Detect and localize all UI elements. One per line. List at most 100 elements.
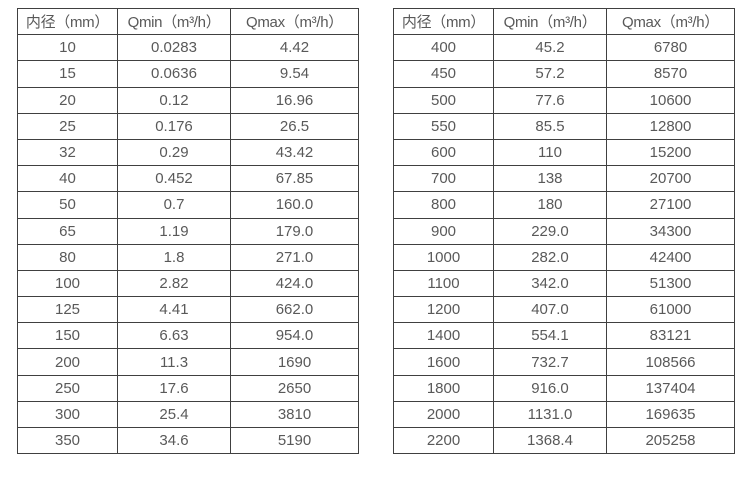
table-cell: 5190 bbox=[230, 426, 359, 455]
table-row: 20 0.12 16.96 bbox=[17, 86, 359, 114]
table-cell: 85.5 bbox=[493, 112, 607, 140]
table-cell: 2000 bbox=[393, 400, 494, 429]
table-cell: 65 bbox=[17, 217, 118, 245]
table-cell: 916.0 bbox=[493, 374, 607, 402]
table-body: 400 45.2 6780 450 57.2 8570 500 77.6 10600 550 85.… bbox=[393, 34, 735, 455]
flow-range-table-small-diameters: 内径（mm） Qmin（m³/h） Qmax（m³/h） 10 0.0283 4.42 1… bbox=[17, 7, 359, 455]
table-cell: 180 bbox=[493, 191, 607, 219]
table-cell: 8570 bbox=[606, 60, 735, 88]
table-cell: 400 bbox=[393, 34, 494, 62]
table-row: 1100 342.0 51300 bbox=[393, 269, 735, 298]
table-row: 200 11.3 1690 bbox=[17, 348, 359, 376]
table-row: 400 45.2 6780 bbox=[393, 34, 735, 62]
table-cell: 25.4 bbox=[117, 400, 231, 429]
table-cell: 3810 bbox=[230, 400, 359, 429]
table-cell: 42400 bbox=[606, 243, 735, 271]
table-cell: 4.42 bbox=[230, 34, 359, 62]
tables-container: 内径（mm） Qmin（m³/h） Qmax（m³/h） 10 0.0283 4.42 1… bbox=[17, 7, 735, 455]
table-cell: 1368.4 bbox=[493, 426, 607, 455]
table-cell: 0.7 bbox=[117, 191, 231, 219]
table-cell: 1.8 bbox=[117, 243, 231, 271]
table-cell: 0.0636 bbox=[117, 60, 231, 88]
table-cell: 169635 bbox=[606, 400, 735, 429]
table-cell: 800 bbox=[393, 191, 494, 219]
table-cell: 300 bbox=[17, 400, 118, 429]
table-cell: 34300 bbox=[606, 217, 735, 245]
table-cell: 554.1 bbox=[493, 322, 607, 350]
table-row: 800 180 27100 bbox=[393, 191, 735, 219]
table-cell: 108566 bbox=[606, 348, 735, 376]
table-row: 1000 282.0 42400 bbox=[393, 243, 735, 271]
table-cell: 15 bbox=[17, 60, 118, 88]
table-cell: 1800 bbox=[393, 374, 494, 402]
table-cell: 32 bbox=[17, 138, 118, 167]
table-cell: 1200 bbox=[393, 296, 494, 324]
table-cell: 179.0 bbox=[230, 217, 359, 245]
table-cell: 271.0 bbox=[230, 243, 359, 271]
table-cell: 45.2 bbox=[493, 34, 607, 62]
table-row: 80 1.8 271.0 bbox=[17, 243, 359, 271]
table-cell: 20 bbox=[17, 86, 118, 114]
table-header-row: 内径（mm） Qmin（m³/h） Qmax（m³/h） bbox=[17, 7, 359, 36]
table-cell: 600 bbox=[393, 138, 494, 167]
table-cell: 2650 bbox=[230, 374, 359, 402]
table-row: 100 2.82 424.0 bbox=[17, 269, 359, 298]
table-row: 2000 1131.0 169635 bbox=[393, 400, 735, 429]
table-cell: 20700 bbox=[606, 165, 735, 193]
table-body: 10 0.0283 4.42 15 0.0636 9.54 20 0.12 16.96 25 0.1… bbox=[17, 34, 359, 455]
table-cell: 1100 bbox=[393, 269, 494, 298]
table-cell: 9.54 bbox=[230, 60, 359, 88]
table-cell: 150 bbox=[17, 322, 118, 350]
table-cell: 250 bbox=[17, 374, 118, 402]
table-row: 1600 732.7 108566 bbox=[393, 348, 735, 376]
table-cell: 34.6 bbox=[117, 426, 231, 455]
table-row: 2200 1368.4 205258 bbox=[393, 426, 735, 455]
table-cell: 6.63 bbox=[117, 322, 231, 350]
table-cell: 4.41 bbox=[117, 296, 231, 324]
table-cell: 662.0 bbox=[230, 296, 359, 324]
table-cell: 67.85 bbox=[230, 165, 359, 193]
table-cell: 25 bbox=[17, 112, 118, 140]
table-cell: 205258 bbox=[606, 426, 735, 455]
table-row: 350 34.6 5190 bbox=[17, 426, 359, 455]
table-cell: 0.0283 bbox=[117, 34, 231, 62]
table-cell: 1600 bbox=[393, 348, 494, 376]
table-cell: 51300 bbox=[606, 269, 735, 298]
table-row: 150 6.63 954.0 bbox=[17, 322, 359, 350]
table-cell: 27100 bbox=[606, 191, 735, 219]
table-row: 15 0.0636 9.54 bbox=[17, 60, 359, 88]
table-cell: 0.12 bbox=[117, 86, 231, 114]
table-row: 1200 407.0 61000 bbox=[393, 296, 735, 324]
column-header: Qmax（m³/h） bbox=[230, 7, 359, 36]
table-row: 1800 916.0 137404 bbox=[393, 374, 735, 402]
table-cell: 138 bbox=[493, 165, 607, 193]
table-cell: 110 bbox=[493, 138, 607, 167]
table-cell: 57.2 bbox=[493, 60, 607, 88]
table-cell: 700 bbox=[393, 165, 494, 193]
column-header: Qmax（m³/h） bbox=[606, 7, 735, 36]
table-cell: 160.0 bbox=[230, 191, 359, 219]
column-header: Qmin（m³/h） bbox=[117, 7, 231, 36]
table-cell: 61000 bbox=[606, 296, 735, 324]
table-cell: 11.3 bbox=[117, 348, 231, 376]
table-row: 450 57.2 8570 bbox=[393, 60, 735, 88]
table-cell: 732.7 bbox=[493, 348, 607, 376]
table-cell: 50 bbox=[17, 191, 118, 219]
table-cell: 16.96 bbox=[230, 86, 359, 114]
table-cell: 40 bbox=[17, 165, 118, 193]
column-header: Qmin（m³/h） bbox=[493, 7, 607, 36]
table-cell: 954.0 bbox=[230, 322, 359, 350]
table-cell: 77.6 bbox=[493, 86, 607, 114]
table-cell: 100 bbox=[17, 269, 118, 298]
table-cell: 137404 bbox=[606, 374, 735, 402]
column-header: 内径（mm） bbox=[393, 7, 494, 36]
table-row: 600 110 15200 bbox=[393, 138, 735, 167]
table-cell: 10600 bbox=[606, 86, 735, 114]
table-cell: 12800 bbox=[606, 112, 735, 140]
table-cell: 2200 bbox=[393, 426, 494, 455]
table-cell: 200 bbox=[17, 348, 118, 376]
table-cell: 450 bbox=[393, 60, 494, 88]
table-cell: 10 bbox=[17, 34, 118, 62]
table-row: 50 0.7 160.0 bbox=[17, 191, 359, 219]
table-row: 900 229.0 34300 bbox=[393, 217, 735, 245]
